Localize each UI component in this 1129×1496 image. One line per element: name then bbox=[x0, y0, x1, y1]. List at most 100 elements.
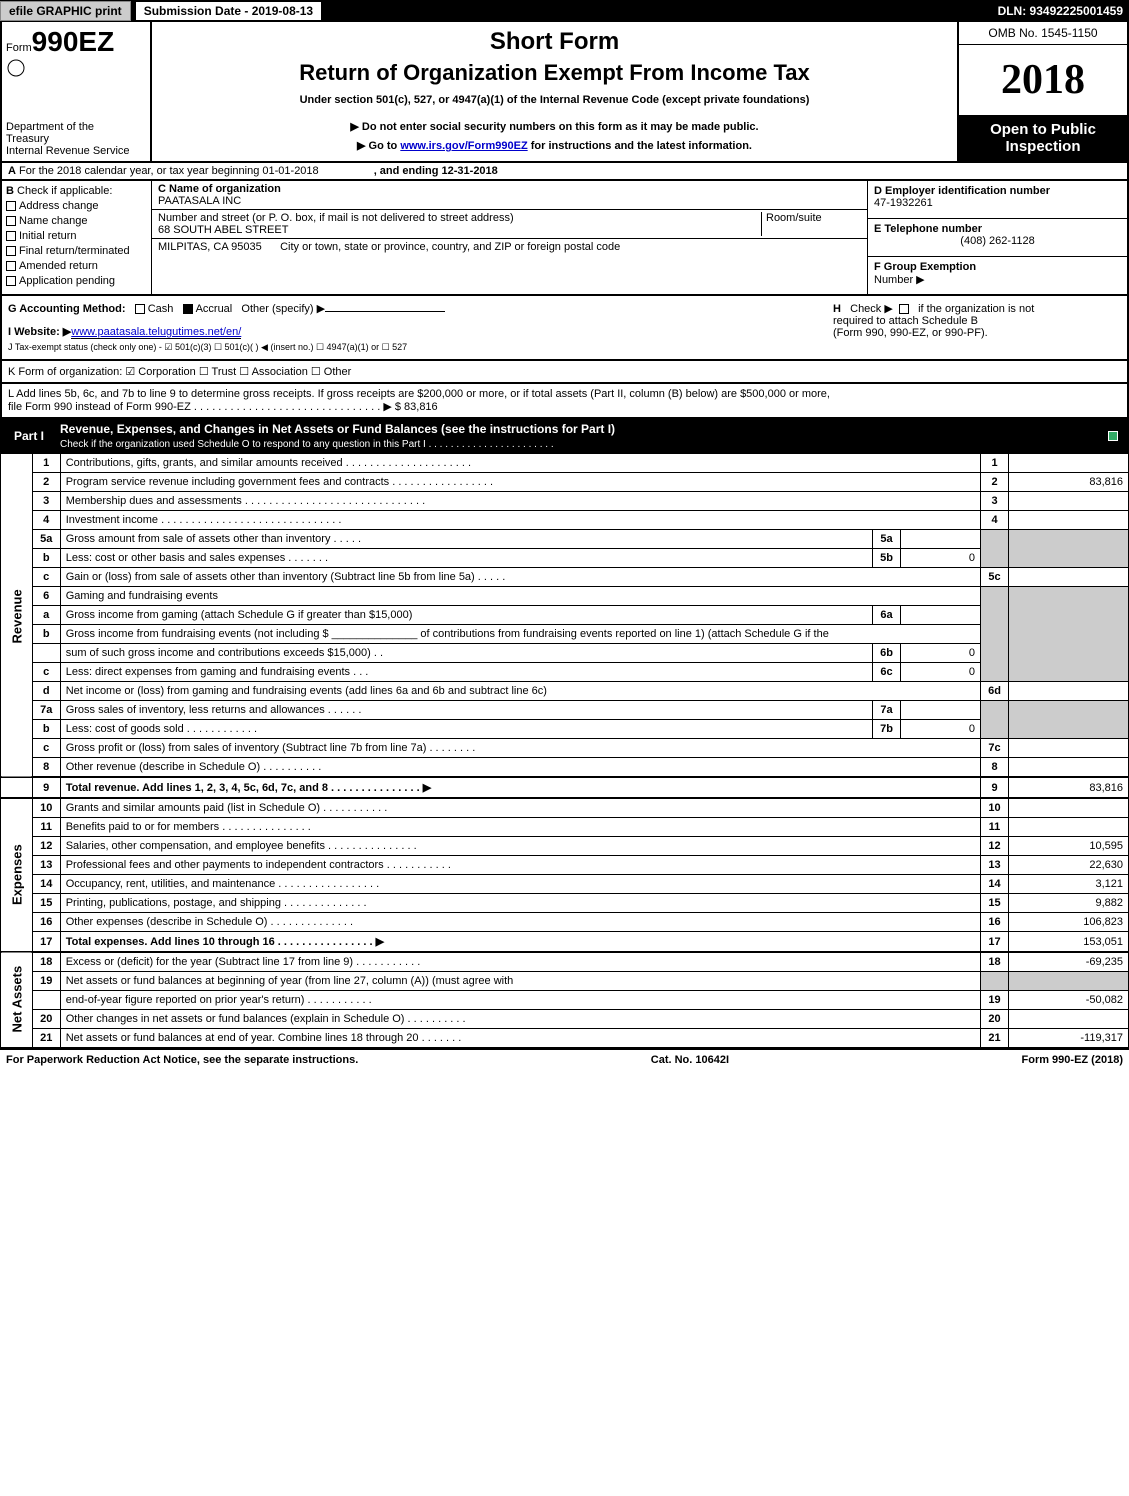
open-to-public: Open to Public Inspection bbox=[959, 115, 1127, 161]
short-form-title: Short Form bbox=[158, 28, 951, 56]
omb-number: OMB No. 1545-1150 bbox=[959, 22, 1127, 45]
table-row: bLess: cost of goods sold . . . . . . . … bbox=[1, 720, 1129, 739]
do-not-enter: ▶ Do not enter social security numbers o… bbox=[158, 120, 951, 133]
box-b: B Check if applicable: Address change Na… bbox=[2, 181, 152, 294]
phone-label: E Telephone number bbox=[874, 223, 982, 235]
chk-name-change[interactable]: Name change bbox=[6, 215, 147, 227]
table-row: 12Salaries, other compensation, and empl… bbox=[1, 837, 1129, 856]
dept-line3: Internal Revenue Service bbox=[6, 145, 146, 157]
part1-title: Revenue, Expenses, and Changes in Net As… bbox=[60, 422, 1108, 450]
table-row: cGross profit or (loss) from sales of in… bbox=[1, 739, 1129, 758]
table-row: 6Gaming and fundraising events bbox=[1, 587, 1129, 606]
tax-year: 2018 bbox=[959, 45, 1127, 115]
table-row: 5aGross amount from sale of assets other… bbox=[1, 530, 1129, 549]
c-street-row: Number and street (or P. O. box, if mail… bbox=[152, 210, 867, 239]
box-c: C Name of organization PAATASALA INC Num… bbox=[152, 181, 867, 294]
goto-line: ▶ Go to www.irs.gov/Form990EZ for instru… bbox=[158, 139, 951, 152]
website-link[interactable]: www.paatasala.telugutimes.net/en/ bbox=[71, 326, 241, 339]
chk-application-pending[interactable]: Application pending bbox=[6, 275, 147, 287]
d-phone: E Telephone number (408) 262-1128 bbox=[868, 219, 1127, 257]
box-bc-row: B Check if applicable: Address change Na… bbox=[0, 181, 1129, 296]
chk-h[interactable] bbox=[899, 304, 909, 314]
g-box: G Accounting Method: Cash Accrual Other … bbox=[2, 296, 827, 359]
under-section: Under section 501(c), 527, or 4947(a)(1)… bbox=[158, 94, 951, 106]
k-row: K Form of organization: ☑ Corporation ☐ … bbox=[0, 361, 1129, 384]
group-label: F Group Exemption bbox=[874, 261, 976, 273]
b-check-if: Check if applicable: bbox=[17, 185, 112, 197]
ein-value: 47-1932261 bbox=[874, 197, 1121, 209]
section-a: A For the 2018 calendar year, or tax yea… bbox=[0, 163, 1129, 181]
open-line2: Inspection bbox=[965, 138, 1121, 155]
main-table: Revenue 1 Contributions, gifts, grants, … bbox=[0, 453, 1129, 1048]
ld: Contributions, gifts, grants, and simila… bbox=[60, 454, 980, 473]
chk-accrual[interactable] bbox=[183, 304, 193, 314]
j-line: J Tax-exempt status (check only one) - ☑… bbox=[8, 342, 821, 353]
table-row: Revenue 1 Contributions, gifts, grants, … bbox=[1, 454, 1129, 473]
table-row: bLess: cost or other basis and sales exp… bbox=[1, 549, 1129, 568]
b-label: B bbox=[6, 185, 14, 197]
c-street-label: Number and street (or P. O. box, if mail… bbox=[158, 212, 761, 224]
group-number: Number ▶ bbox=[874, 273, 1121, 286]
i-label: I Website: ▶ bbox=[8, 326, 71, 338]
box-d: D Employer identification number 47-1932… bbox=[867, 181, 1127, 294]
return-title: Return of Organization Exempt From Incom… bbox=[158, 60, 951, 86]
form-number: 990EZ bbox=[32, 26, 115, 57]
table-row: 14Occupancy, rent, utilities, and mainte… bbox=[1, 875, 1129, 894]
ln: 1 bbox=[32, 454, 60, 473]
chk-initial-return[interactable]: Initial return bbox=[6, 230, 147, 242]
table-row: cGain or (loss) from sale of assets othe… bbox=[1, 568, 1129, 587]
table-row: 7aGross sales of inventory, less returns… bbox=[1, 701, 1129, 720]
table-row: bGross income from fundraising events (n… bbox=[1, 625, 1129, 644]
top-bar: efile GRAPHIC print Submission Date - 20… bbox=[0, 0, 1129, 22]
g-label: G Accounting Method: bbox=[8, 303, 126, 315]
form-prefix: Form bbox=[6, 42, 32, 54]
dept-line2: Treasury bbox=[6, 133, 146, 145]
table-row: 13Professional fees and other payments t… bbox=[1, 856, 1129, 875]
page-footer: For Paperwork Reduction Act Notice, see … bbox=[0, 1048, 1129, 1070]
goto-pre: ▶ Go to bbox=[357, 140, 400, 152]
table-row: 3Membership dues and assessments . . . .… bbox=[1, 492, 1129, 511]
a-ending: , and ending 12-31-2018 bbox=[374, 165, 498, 177]
c-city-row: MILPITAS, CA 95035 City or town, state o… bbox=[152, 239, 867, 255]
g-cash: Cash bbox=[148, 303, 174, 315]
dept-line1: Department of the bbox=[6, 121, 146, 133]
table-row: 4Investment income . . . . . . . . . . .… bbox=[1, 511, 1129, 530]
table-row: 15Printing, publications, postage, and s… bbox=[1, 894, 1129, 913]
table-row: 17Total expenses. Add lines 10 through 1… bbox=[1, 932, 1129, 953]
room-suite: Room/suite bbox=[761, 212, 861, 236]
part1-label: Part I bbox=[8, 427, 50, 445]
table-row: cLess: direct expenses from gaming and f… bbox=[1, 663, 1129, 682]
g-other: Other (specify) ▶ bbox=[241, 303, 325, 315]
table-row: 20Other changes in net assets or fund ba… bbox=[1, 1010, 1129, 1029]
chk-address-change[interactable]: Address change bbox=[6, 200, 147, 212]
table-row: Expenses 10Grants and similar amounts pa… bbox=[1, 798, 1129, 818]
table-row: 16Other expenses (describe in Schedule O… bbox=[1, 913, 1129, 932]
l-row: L Add lines 5b, 6c, and 7b to line 9 to … bbox=[0, 384, 1129, 419]
footer-left: For Paperwork Reduction Act Notice, see … bbox=[6, 1054, 358, 1066]
treasury-seal-icon bbox=[6, 58, 26, 78]
h-text3: (Form 990, 990-EZ, or 990-PF). bbox=[833, 327, 988, 339]
header-right: OMB No. 1545-1150 2018 Open to Public In… bbox=[957, 22, 1127, 161]
chk-cash[interactable] bbox=[135, 304, 145, 314]
chk-part1-schedO[interactable] bbox=[1108, 431, 1118, 441]
open-line1: Open to Public bbox=[965, 121, 1121, 138]
h-text1: if the organization is not bbox=[918, 303, 1034, 315]
chk-amended-return[interactable]: Amended return bbox=[6, 260, 147, 272]
goto-link[interactable]: www.irs.gov/Form990EZ bbox=[400, 140, 527, 152]
l-text2: file Form 990 instead of Form 990-EZ . .… bbox=[8, 400, 1121, 413]
goto-post: for instructions and the latest informat… bbox=[528, 140, 752, 152]
phone-value: (408) 262-1128 bbox=[874, 235, 1121, 247]
table-row: 21Net assets or fund balances at end of … bbox=[1, 1029, 1129, 1048]
chk-final-return[interactable]: Final return/terminated bbox=[6, 245, 147, 257]
l-text1: L Add lines 5b, 6c, and 7b to line 9 to … bbox=[8, 388, 1121, 400]
part1-header: Part I Revenue, Expenses, and Changes in… bbox=[0, 419, 1129, 453]
gh-row: G Accounting Method: Cash Accrual Other … bbox=[0, 296, 1129, 361]
h-text2: required to attach Schedule B bbox=[833, 315, 978, 327]
header-left: Form990EZ Department of the Treasury Int… bbox=[2, 22, 152, 161]
c-name-row: C Name of organization PAATASALA INC bbox=[152, 181, 867, 210]
efile-print-button[interactable]: efile GRAPHIC print bbox=[0, 1, 131, 21]
footer-right: Form 990-EZ (2018) bbox=[1022, 1054, 1123, 1066]
a-text: For the 2018 calendar year, or tax year … bbox=[19, 165, 319, 177]
h-box: H Check ▶ if the organization is not req… bbox=[827, 296, 1127, 359]
org-name: PAATASALA INC bbox=[158, 195, 861, 207]
